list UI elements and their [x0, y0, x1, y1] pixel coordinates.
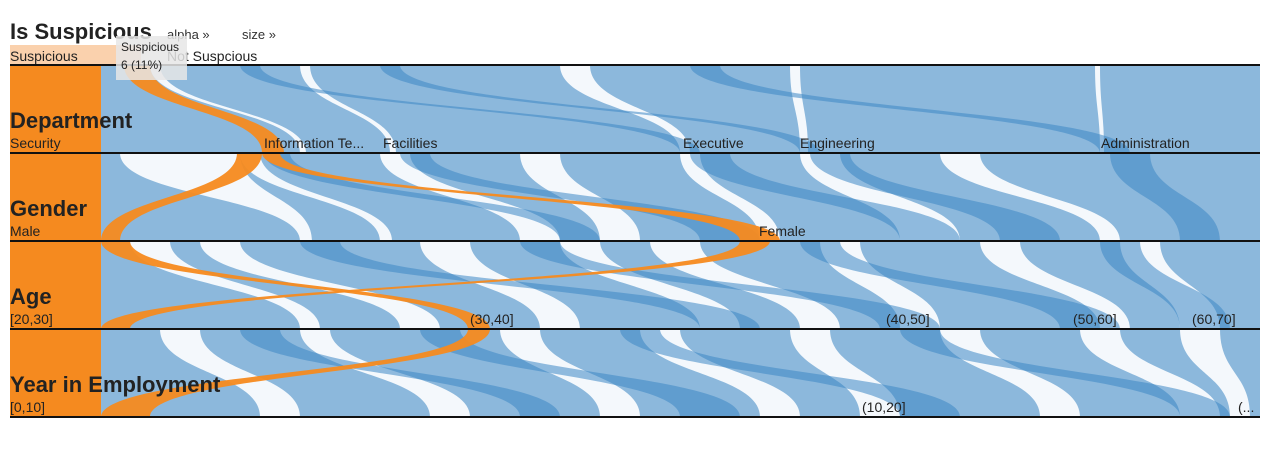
category-label-engineering[interactable]: Engineering [800, 135, 875, 151]
category-label-facilities[interactable]: Facilities [383, 135, 437, 151]
category-label-male[interactable]: Male [10, 223, 41, 239]
dimension-title-gender[interactable]: Gender [10, 196, 87, 221]
ribbon-not-suspicious[interactable] [240, 329, 560, 417]
category-label-10-20[interactable]: (10,20] [862, 399, 906, 415]
ribbon-not-suspicious[interactable] [400, 153, 760, 241]
category-label-30-40[interactable]: (30,40] [470, 311, 514, 327]
category-label-not-suspcious[interactable]: Not Suspcious [167, 48, 257, 64]
category-label-executive[interactable]: Executive [683, 135, 744, 151]
category-label-60-70[interactable]: (60,70] [1192, 311, 1236, 327]
ribbon-gap[interactable] [120, 153, 312, 241]
dimension-title-year-in-employment[interactable]: Year in Employment [10, 372, 221, 397]
category-label-administration[interactable]: Administration [1101, 135, 1190, 151]
category-label-item[interactable]: (... [1238, 399, 1254, 415]
ribbon-gap[interactable] [790, 65, 808, 153]
ribbon-not-suspicious[interactable] [1110, 153, 1220, 241]
dimension-title-department[interactable]: Department [10, 108, 133, 133]
ribbon-gap[interactable] [940, 329, 1080, 417]
bar-suspicious[interactable] [10, 45, 141, 65]
category-label-0-10[interactable]: [0,10] [10, 399, 45, 415]
dimension-title-age[interactable]: Age [10, 284, 52, 309]
axes-layer [10, 45, 1260, 418]
ribbon-not-suspicious[interactable] [690, 153, 960, 241]
ribbon-gap[interactable] [680, 153, 780, 241]
ribbon-suspicious[interactable] [101, 153, 262, 241]
ribbon-gap[interactable] [240, 153, 392, 241]
tooltip: Suspicious 6 (11%) [116, 36, 187, 80]
tooltip-title: Suspicious [121, 40, 179, 54]
ribbon-gap[interactable] [130, 241, 320, 329]
ribbon-gap[interactable] [200, 241, 440, 329]
ribbon-suspicious[interactable] [262, 153, 780, 241]
ribbon-gap[interactable] [1095, 65, 1104, 153]
size-control[interactable]: size » [242, 27, 276, 42]
ribbon-suspicious[interactable] [101, 241, 770, 329]
ribbon-gap[interactable] [940, 153, 1120, 241]
ribbon-not-suspicious[interactable] [690, 65, 1130, 153]
ribbon-not-suspicious[interactable] [264, 153, 600, 241]
tooltip-background [116, 36, 187, 80]
ribbon-gap[interactable] [980, 241, 1130, 329]
tooltip-value: 6 (11%) [121, 58, 162, 72]
ribbon-not-suspicious[interactable] [300, 241, 760, 329]
ribbon-not-suspicious[interactable] [800, 241, 1120, 329]
ribbon-suspicious[interactable] [101, 329, 490, 417]
ribbon-gap[interactable] [380, 153, 560, 241]
ribbon-not-suspicious[interactable] [380, 65, 820, 153]
ribbon-suspicious[interactable] [124, 65, 284, 153]
category-label-security[interactable]: Security [10, 135, 61, 151]
ribbon-suspicious[interactable] [101, 241, 490, 329]
ribbon-not-suspicious[interactable] [810, 153, 1060, 241]
ribbon-not-suspicious[interactable] [620, 329, 960, 417]
category-label-20-30[interactable]: [20,30] [10, 311, 53, 327]
ribbon-not-suspicious[interactable] [1100, 241, 1230, 329]
category-label-50-60[interactable]: (50,60] [1073, 311, 1117, 327]
category-label-suspicious[interactable]: Suspicious [10, 48, 78, 64]
ribbon-not-suspicious[interactable] [420, 329, 740, 417]
ribbon-gap[interactable] [150, 65, 306, 153]
category-label-40-50[interactable]: (40,50] [886, 311, 930, 327]
ribbon-gap[interactable] [560, 65, 690, 153]
category-label-information-te[interactable]: Information Te... [264, 135, 364, 151]
ribbon-gap[interactable] [1180, 329, 1250, 417]
ribbon-not-suspicious[interactable] [240, 65, 700, 153]
category-label-female[interactable]: Female [759, 223, 806, 239]
ribbon-not-suspicious[interactable] [520, 241, 940, 329]
ribbon-gap[interactable] [160, 329, 300, 417]
ribbon-not-suspicious[interactable] [900, 329, 1230, 417]
ribbon-gap[interactable] [300, 65, 396, 153]
